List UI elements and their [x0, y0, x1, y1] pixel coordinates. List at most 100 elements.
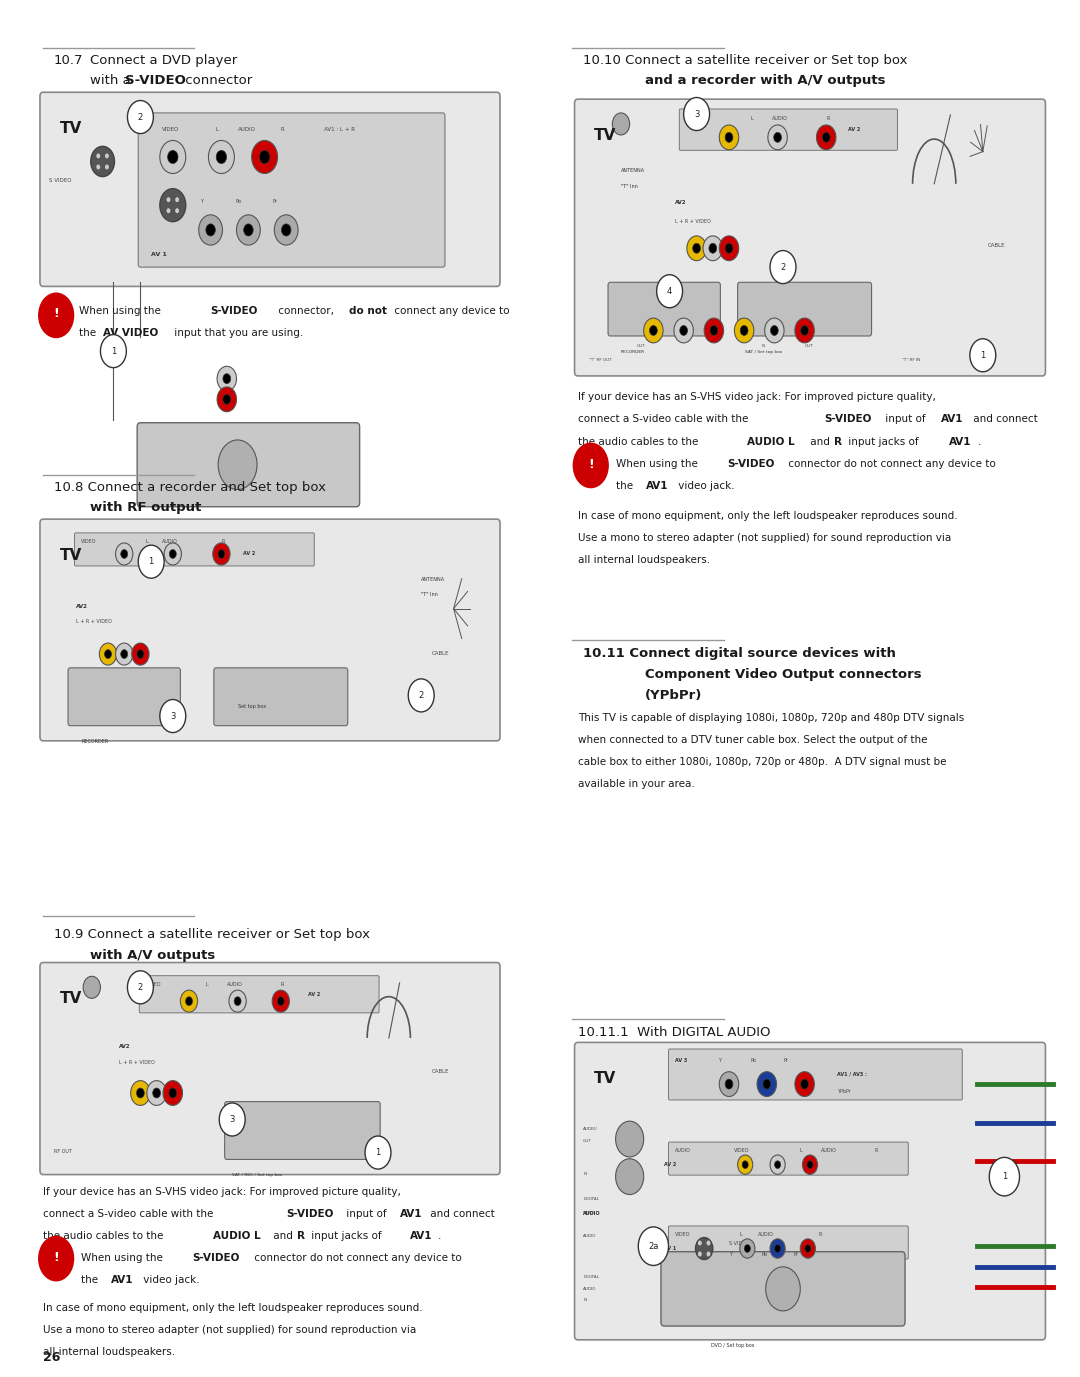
Circle shape	[708, 244, 717, 253]
Text: 2: 2	[138, 983, 143, 991]
Text: input of: input of	[343, 1209, 390, 1219]
Circle shape	[175, 197, 179, 202]
Text: L + R + VIDEO: L + R + VIDEO	[76, 620, 111, 624]
Circle shape	[816, 125, 836, 150]
Text: .: .	[977, 437, 981, 446]
Circle shape	[272, 990, 289, 1012]
Text: AUDIO: AUDIO	[227, 982, 243, 987]
Circle shape	[800, 1239, 815, 1259]
Text: the audio cables to the: the audio cables to the	[578, 437, 701, 446]
Text: and: and	[807, 437, 833, 446]
Circle shape	[740, 325, 748, 336]
Text: with a: with a	[90, 74, 135, 87]
Circle shape	[773, 132, 782, 142]
Circle shape	[213, 543, 230, 565]
Text: AV 2: AV 2	[308, 991, 320, 997]
FancyBboxPatch shape	[679, 109, 897, 150]
Text: AV2: AV2	[119, 1044, 131, 1049]
Text: AUDIO: AUDIO	[238, 127, 256, 132]
Text: R: R	[297, 1231, 305, 1241]
FancyBboxPatch shape	[608, 282, 720, 336]
Text: connect any device to: connect any device to	[391, 306, 510, 315]
Circle shape	[679, 325, 688, 336]
Circle shape	[802, 1155, 818, 1175]
Circle shape	[719, 235, 739, 260]
Circle shape	[805, 1245, 811, 1253]
Circle shape	[39, 293, 73, 337]
Text: AUDIO: AUDIO	[758, 1232, 774, 1237]
Circle shape	[164, 543, 181, 565]
Text: TV: TV	[59, 548, 82, 563]
Circle shape	[738, 1155, 753, 1175]
Circle shape	[612, 113, 630, 135]
Text: all internal loudspeakers.: all internal loudspeakers.	[43, 1347, 175, 1356]
FancyBboxPatch shape	[40, 963, 500, 1175]
Text: connect a S-video cable with the: connect a S-video cable with the	[578, 414, 752, 424]
Circle shape	[96, 153, 100, 158]
Text: do not: do not	[349, 306, 387, 315]
Text: Pb: Pb	[235, 200, 242, 204]
Circle shape	[684, 98, 710, 131]
Text: S-VIDEO: S-VIDEO	[824, 414, 872, 424]
Circle shape	[698, 1241, 702, 1245]
Circle shape	[222, 373, 231, 384]
Text: RECORDER: RECORDER	[81, 739, 108, 745]
Circle shape	[408, 679, 434, 712]
Circle shape	[131, 1081, 150, 1106]
Text: This TV is capable of displaying 1080i, 1080p, 720p and 480p DTV signals: This TV is capable of displaying 1080i, …	[578, 713, 964, 723]
Circle shape	[970, 339, 996, 372]
Text: In case of mono equipment, only the left loudspeaker reproduces sound.: In case of mono equipment, only the left…	[43, 1303, 423, 1312]
Text: Pr: Pr	[272, 200, 278, 204]
Circle shape	[163, 1081, 183, 1106]
Circle shape	[770, 325, 779, 336]
Text: When using the: When using the	[616, 459, 701, 468]
Circle shape	[766, 1267, 800, 1311]
Circle shape	[282, 224, 291, 235]
FancyBboxPatch shape	[225, 1102, 380, 1159]
Text: the: the	[79, 328, 99, 337]
Circle shape	[208, 140, 234, 174]
Text: AV 2: AV 2	[664, 1162, 676, 1168]
Text: (YPbPr): (YPbPr)	[645, 688, 702, 701]
Text: when connected to a DTV tuner cable box. Select the output of the: when connected to a DTV tuner cable box.…	[578, 735, 928, 745]
Text: VIDEO: VIDEO	[734, 1148, 750, 1153]
Text: In case of mono equipment, only the left loudspeaker reproduces sound.: In case of mono equipment, only the left…	[578, 511, 958, 521]
Text: AUDIO: AUDIO	[162, 538, 178, 544]
Text: S-VIDEO: S-VIDEO	[286, 1209, 334, 1219]
Circle shape	[768, 125, 787, 150]
Text: If your device has an S-VHS video jack: For improved picture quality,: If your device has an S-VHS video jack: …	[578, 392, 935, 402]
Text: CABLE: CABLE	[432, 1069, 449, 1074]
Circle shape	[105, 164, 109, 169]
Text: VIDEO: VIDEO	[675, 1232, 690, 1237]
Text: AUDIO: AUDIO	[583, 1286, 596, 1290]
Text: TV: TV	[59, 121, 82, 136]
Text: Y: Y	[718, 1058, 721, 1063]
Circle shape	[127, 101, 153, 134]
Text: RF OUT: RF OUT	[54, 1148, 72, 1154]
Text: and connect: and connect	[970, 414, 1038, 424]
Circle shape	[216, 150, 227, 164]
Text: SAT / Set top box: SAT / Set top box	[745, 350, 783, 354]
Circle shape	[105, 650, 111, 658]
Text: AUDIO: AUDIO	[583, 1212, 600, 1216]
Text: VIDEO: VIDEO	[162, 127, 179, 132]
Circle shape	[719, 1071, 739, 1096]
Text: AV VIDEO: AV VIDEO	[103, 328, 158, 337]
Text: the audio cables to the: the audio cables to the	[43, 1231, 166, 1241]
Text: CABLE: CABLE	[432, 651, 449, 657]
Text: 3: 3	[171, 712, 175, 720]
Text: input of: input of	[882, 414, 929, 424]
Text: R: R	[221, 538, 225, 544]
Text: Use a mono to stereo adapter (not supplied) for sound reproduction via: Use a mono to stereo adapter (not suppli…	[43, 1325, 417, 1334]
Circle shape	[217, 366, 237, 391]
Text: "T" Inn: "T" Inn	[421, 592, 438, 596]
Circle shape	[166, 208, 171, 213]
Text: SAT / REC / Set top box: SAT / REC / Set top box	[232, 1173, 283, 1177]
Text: R: R	[834, 437, 841, 446]
Text: AV1 / AV3 :: AV1 / AV3 :	[837, 1071, 867, 1077]
Circle shape	[160, 700, 186, 733]
Text: and: and	[270, 1231, 296, 1241]
Text: DIGITAL: DIGITAL	[583, 1197, 599, 1201]
Text: Pr: Pr	[783, 1058, 788, 1063]
Circle shape	[244, 224, 253, 235]
